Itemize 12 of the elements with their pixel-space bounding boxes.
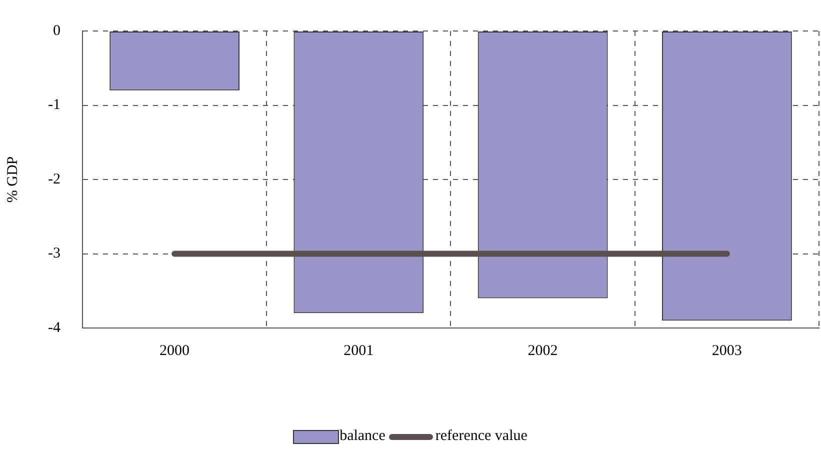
y-tick-label: -2 bbox=[48, 171, 60, 188]
y-axis-title: % GDP bbox=[4, 156, 21, 203]
y-tick-label: 0 bbox=[52, 22, 60, 39]
legend-label: reference value bbox=[435, 428, 528, 445]
legend-label: balance bbox=[340, 428, 386, 445]
x-tick-label: 2000 bbox=[160, 342, 190, 359]
y-tick-label: -4 bbox=[48, 320, 61, 336]
x-tick-label: 2002 bbox=[528, 342, 558, 359]
x-tick-label: 2001 bbox=[344, 342, 374, 359]
y-tick-label: -3 bbox=[48, 246, 60, 262]
x-tick-label: 2003 bbox=[712, 342, 742, 359]
y-tick-label: -1 bbox=[48, 97, 60, 114]
